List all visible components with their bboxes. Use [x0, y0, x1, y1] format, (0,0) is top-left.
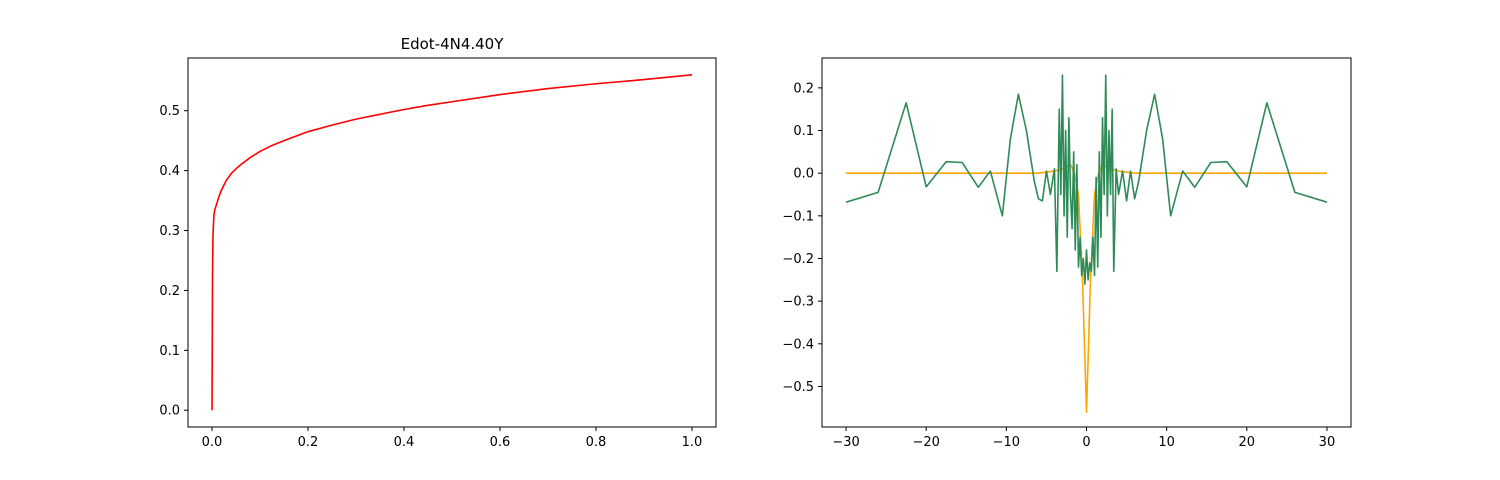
x-tick-label: 10 [1158, 435, 1175, 450]
x-tick-label: 0.8 [586, 435, 607, 450]
x-tick-label: −10 [993, 435, 1020, 450]
y-tick-label: −0.3 [782, 295, 814, 310]
x-tick-label: 30 [1319, 435, 1336, 450]
y-tick-label: 0.1 [793, 124, 814, 139]
y-tick-label: −0.4 [782, 337, 814, 352]
y-tick-label: 0.2 [159, 284, 180, 299]
x-tick-label: −20 [912, 435, 939, 450]
x-tick-label: 0.2 [298, 435, 319, 450]
y-tick-label: 0.4 [159, 164, 180, 179]
x-tick-label: 20 [1239, 435, 1256, 450]
y-tick-label: 0.0 [159, 404, 180, 419]
y-tick-label: 0.0 [793, 167, 814, 182]
y-tick-label: 0.2 [793, 81, 814, 96]
y-tick-label: −0.2 [782, 252, 814, 267]
y-tick-label: 0.3 [159, 224, 180, 239]
axes-frame [187, 57, 717, 428]
x-tick-label: 0.0 [202, 435, 223, 450]
x-tick-label: 1.0 [682, 435, 703, 450]
x-tick-label: −30 [832, 435, 859, 450]
y-tick-label: 0.1 [159, 344, 180, 359]
series-line-0 [211, 73, 693, 411]
series-line-1 [845, 74, 1328, 285]
y-tick-label: 0.5 [159, 104, 180, 119]
x-tick-label: 0.6 [490, 435, 511, 450]
y-tick-label: −0.5 [782, 380, 814, 395]
y-tick-label: −0.1 [782, 209, 814, 224]
left-chart-panel: 0.0 0.2 0.4 0.6 0.8 1.0 0.0 0.1 0.2 0.3 0.4 0.5 Edot… [159, 35, 717, 450]
x-tick-label: 0.4 [394, 435, 415, 450]
chart-title: Edot-4N4.40Y [401, 35, 505, 53]
right-chart-panel: −30 −20 −10 0 10 20 30 −0.5 −0.4 −0.3 −0.2 −0.1 0.0 0… [782, 57, 1352, 450]
x-tick-label: 0 [1082, 435, 1090, 450]
